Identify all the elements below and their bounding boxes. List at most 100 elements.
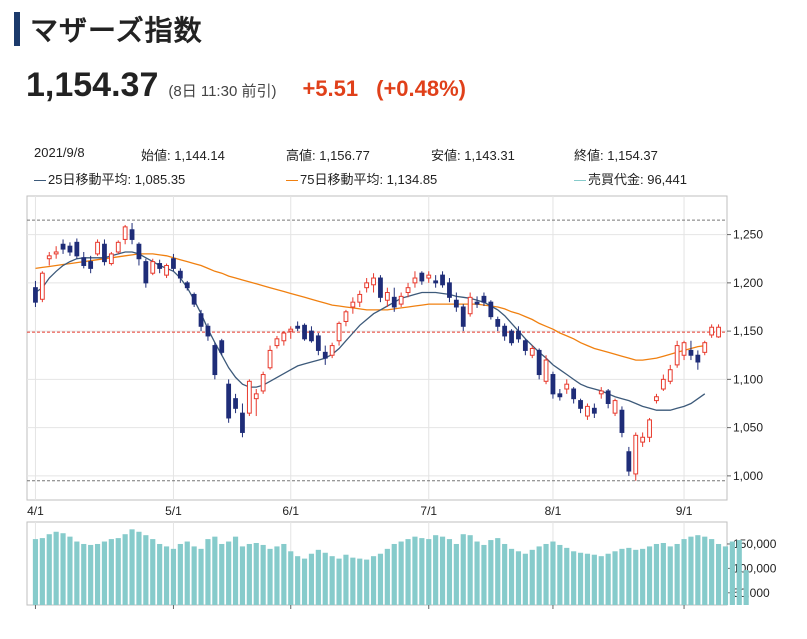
candle-body-84 [612, 400, 618, 414]
info-high: 高値: 1,156.77 [286, 148, 370, 163]
candle-body-9 [95, 241, 100, 255]
candle-body-63 [467, 296, 473, 315]
x-tick-label-4: 8/1 [545, 504, 562, 518]
price-summary: 1,154.37 (8日 11:30 前引) +5.51 (+0.48%) [26, 66, 466, 105]
candle-body-19 [164, 264, 169, 276]
volume-bar-16 [143, 535, 149, 605]
candle-body-79 [578, 400, 583, 409]
volume-bar-19 [163, 546, 170, 605]
price-plot-frame [26, 195, 728, 501]
volume-bar-39 [301, 558, 308, 605]
legend-volume: 売買代金: 96,441 [574, 169, 687, 188]
volume-bar-52 [391, 543, 397, 605]
candle-body-32 [253, 393, 259, 400]
volume-bar-27 [219, 543, 225, 605]
volume-bar-12 [115, 538, 121, 605]
candle-body-55 [412, 277, 418, 284]
volume-bar-54 [405, 539, 411, 605]
candle-body-22 [184, 282, 190, 289]
candle-body-56 [419, 272, 425, 282]
info-close: 終値: 1,154.37 [574, 148, 658, 163]
candle-body-62 [460, 306, 466, 327]
volume-bar-51 [384, 548, 390, 605]
candle-body-17 [150, 261, 156, 274]
ma75-legend-swatch [286, 180, 298, 182]
y-tick-label-1: 1,050 [733, 421, 763, 435]
volume-bar-89 [646, 546, 653, 605]
candle-body-23 [191, 293, 197, 305]
volume-bar-2 [46, 534, 52, 605]
volume-bar-102 [736, 540, 742, 605]
volume-bar-94 [681, 539, 687, 605]
volume-bar-77 [564, 547, 570, 605]
volume-bar-31 [246, 543, 252, 605]
candle-body-41 [315, 335, 321, 351]
candle-body-91 [660, 378, 666, 390]
volume-bar-98 [709, 539, 715, 605]
volume-bar-58 [433, 535, 439, 605]
volume-bar-9 [94, 543, 101, 605]
candle-body-66 [488, 301, 494, 318]
volume-bar-67 [495, 538, 501, 605]
volume-bar-85 [619, 548, 625, 605]
volume-bar-62 [460, 534, 466, 605]
volume-bar-97 [702, 536, 708, 605]
volume-bar-57 [426, 539, 432, 605]
volume-bar-76 [557, 544, 563, 605]
candle-body-27 [219, 340, 225, 353]
volume-bar-64 [474, 541, 480, 605]
candle-body-10 [102, 243, 107, 263]
volume-bar-81 [591, 554, 597, 605]
volume-bar-30 [239, 546, 246, 605]
volume-bar-15 [136, 531, 142, 605]
volume-bar-68 [502, 543, 508, 605]
candle-body-42 [322, 351, 328, 359]
candle-body-67 [495, 319, 501, 327]
volume-bar-23 [191, 546, 197, 605]
legend-ma75: 75日移動平均: 1,134.85 [286, 169, 437, 188]
candle-body-73 [536, 349, 542, 376]
volume-bar-88 [640, 548, 646, 605]
candle-body-38 [295, 325, 301, 329]
candle-body-94 [681, 342, 687, 356]
volume-bar-33 [260, 544, 266, 605]
candle-body-83 [605, 390, 611, 404]
candle-body-65 [481, 295, 487, 303]
candle-body-99 [716, 326, 721, 338]
candle-body-6 [74, 241, 80, 257]
candle-body-20 [171, 258, 176, 269]
volume-bar-11 [108, 539, 114, 605]
volume-bar-47 [357, 558, 363, 605]
volume-bar-46 [350, 557, 356, 605]
candle-body-52 [391, 296, 397, 308]
candle-body-26 [212, 345, 218, 376]
candle-body-13 [122, 226, 128, 240]
volume-bar-103 [743, 570, 749, 605]
volume-bar-82 [598, 556, 604, 605]
candle-body-90 [654, 396, 659, 402]
candle-body-59 [440, 274, 445, 286]
volume-bar-99 [715, 543, 722, 605]
y-tick-label-3: 1,150 [733, 324, 763, 338]
volume-bar-59 [439, 536, 446, 605]
ma25-line [35, 251, 706, 411]
candle-body-60 [447, 282, 452, 298]
volume-bar-7 [81, 543, 87, 605]
candle-body-93 [674, 345, 680, 366]
candle-body-2 [46, 255, 52, 260]
candle-body-44 [336, 322, 342, 342]
volume-bar-84 [612, 551, 618, 605]
volume-bar-18 [157, 543, 163, 605]
candle-body-68 [502, 325, 508, 337]
candle-body-70 [516, 330, 521, 340]
candle-body-86 [626, 451, 632, 472]
volume-bar-69 [508, 548, 515, 605]
volume-bar-96 [695, 535, 701, 605]
candle-body-95 [688, 349, 694, 356]
candle-body-48 [364, 282, 370, 289]
volume-bar-63 [467, 535, 473, 605]
volume-bar-65 [481, 544, 487, 605]
volume-bar-40 [308, 553, 315, 605]
volume-bar-35 [274, 546, 280, 605]
candle-body-39 [302, 324, 307, 340]
